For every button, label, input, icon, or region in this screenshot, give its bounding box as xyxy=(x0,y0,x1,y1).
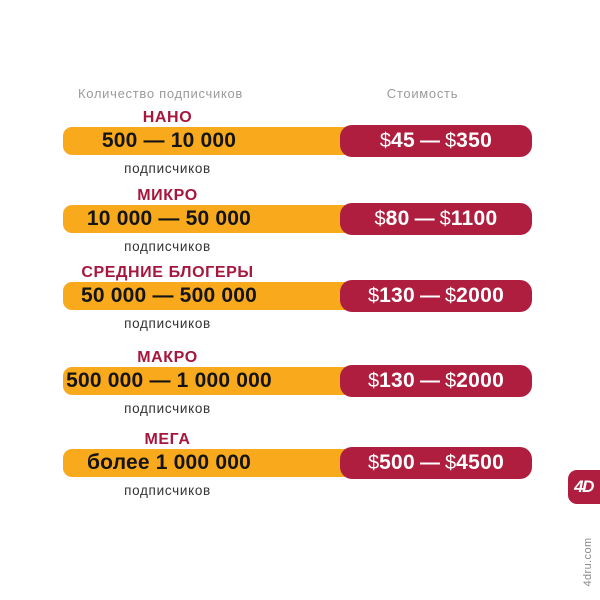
column-header-price: Стоимость xyxy=(386,86,459,101)
dash: — xyxy=(420,452,441,474)
subscriber-range: 10 000 — 50 000 xyxy=(86,207,252,230)
price-max: 2000 xyxy=(456,284,505,307)
currency-symbol: $ xyxy=(439,208,451,230)
currency-symbol: $ xyxy=(445,370,457,392)
subscriber-unit-label: подписчиков xyxy=(124,161,211,176)
price-bar: $130— $2000 xyxy=(340,280,532,312)
subscriber-unit-label: подписчиков xyxy=(124,401,211,416)
tier-row-medium: СРЕДНИЕ БЛОГЕРЫ 50 000 — 500 000 $130— $2… xyxy=(0,264,600,336)
dash: — xyxy=(420,285,441,307)
column-header-subscribers: Количество подписчиков xyxy=(77,86,244,101)
subscriber-range: 500 — 10 000 xyxy=(101,129,237,152)
dash: — xyxy=(420,130,440,152)
currency-symbol: $ xyxy=(367,285,380,307)
tier-name: МАКРО xyxy=(137,349,198,366)
price-max: 2000 xyxy=(456,369,505,392)
site-url: 4dru.com xyxy=(582,537,594,587)
4d-logo: 4D xyxy=(568,470,600,504)
subscriber-range: 50 000 — 500 000 xyxy=(80,284,257,307)
currency-symbol: $ xyxy=(367,370,380,392)
tier-name: МЕГА xyxy=(144,431,191,448)
price-min: 130 xyxy=(379,369,416,392)
price-min: 130 xyxy=(379,284,416,307)
currency-symbol: $ xyxy=(367,452,380,474)
currency-symbol: $ xyxy=(445,285,457,307)
subscriber-range: 500 000 — 1 000 000 xyxy=(66,369,272,392)
currency-symbol: $ xyxy=(445,130,457,152)
price-bar: $130— $2000 xyxy=(340,365,532,397)
subscriber-unit-label: подписчиков xyxy=(124,316,211,331)
currency-symbol: $ xyxy=(374,208,386,230)
dash: — xyxy=(414,208,435,230)
price-bar: $45— $350 xyxy=(340,125,532,157)
dash: — xyxy=(420,370,441,392)
price-bar: $500— $4500 xyxy=(340,447,532,479)
price-max: 1100 xyxy=(450,207,498,230)
price-min: 45 xyxy=(391,129,415,152)
tier-row-micro: МИКРО 10 000 — 50 000 $80— $1100 подписчи… xyxy=(0,187,600,259)
currency-symbol: $ xyxy=(445,452,457,474)
price-bar: $80— $1100 xyxy=(340,203,532,235)
tier-name: МИКРО xyxy=(137,187,198,204)
tier-name: СРЕДНИЕ БЛОГЕРЫ xyxy=(81,264,254,281)
subscriber-range: более 1 000 000 xyxy=(87,451,251,474)
tier-row-mega: МЕГА более 1 000 000 $500— $4500 подписчи… xyxy=(0,431,600,503)
price-min: 500 xyxy=(379,451,416,474)
price-min: 80 xyxy=(385,207,410,230)
price-max: 4500 xyxy=(456,451,505,474)
tier-row-macro: МАКРО 500 000 — 1 000 000 $130— $2000 под… xyxy=(0,349,600,421)
tier-row-nano: НАНО 500 — 10 000 $45— $350 подписчиков xyxy=(0,109,600,181)
currency-symbol: $ xyxy=(379,130,392,152)
subscriber-unit-label: подписчиков xyxy=(124,239,211,254)
price-max: 350 xyxy=(456,129,493,152)
subscriber-unit-label: подписчиков xyxy=(124,483,211,498)
tier-name: НАНО xyxy=(142,109,193,126)
